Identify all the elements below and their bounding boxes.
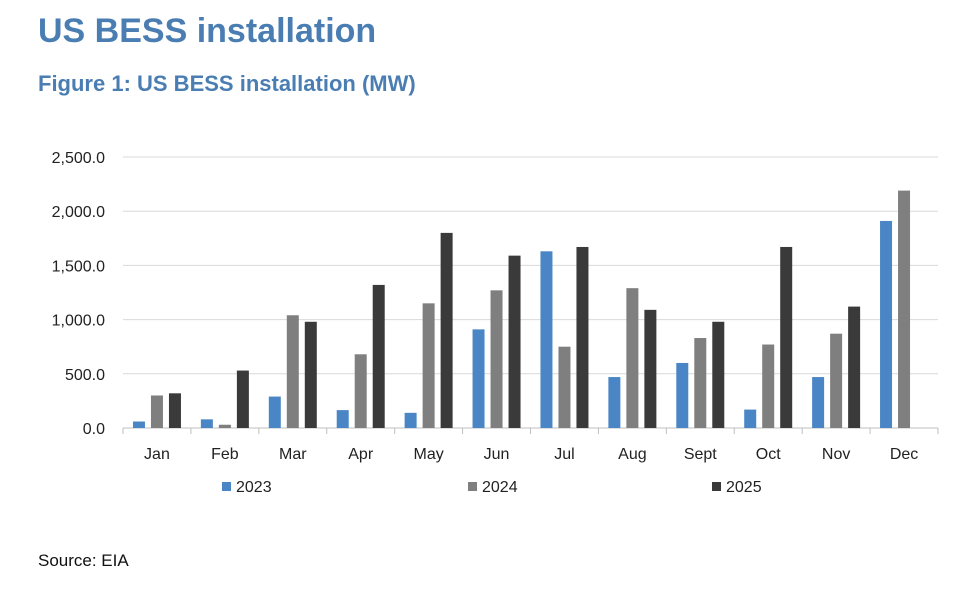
legend-swatch-2025 [712, 482, 721, 491]
bar-2025-apr [372, 284, 385, 428]
bar-2024-feb [218, 424, 231, 428]
y-tick-label: 0.0 [83, 421, 105, 438]
x-tick-label: Dec [890, 446, 918, 463]
bar-2023-jul [540, 251, 553, 428]
bar-2024-mar [286, 315, 299, 428]
x-tick-label: Nov [822, 446, 850, 463]
y-tick-label: 2,000.0 [52, 204, 105, 221]
legend-label: 2023 [236, 479, 272, 496]
x-tick-label: Sept [684, 446, 717, 463]
y-tick-label: 1,000.0 [52, 313, 105, 330]
bar-2023-aug [608, 377, 621, 428]
bar-2023-sept [676, 362, 689, 428]
bar-2025-feb [236, 370, 249, 428]
bar-2024-aug [626, 288, 639, 428]
bar-2023-may [404, 412, 417, 428]
bar-2025-nov [848, 306, 861, 428]
bar-2025-jul [576, 246, 589, 428]
bar-2025-jan [168, 393, 181, 428]
y-tick-label: 1,500.0 [52, 258, 105, 275]
bar-chart: 0.0 500.0 1,000.0 1,500.0 2,000.0 2,500.0 Jan F… [52, 150, 939, 496]
legend-label: 2025 [726, 479, 762, 496]
x-tick-label: Jan [144, 446, 170, 463]
bar-2024-dec [898, 190, 911, 428]
source-note: Source: EIA [38, 551, 129, 570]
bar-2023-jun [472, 329, 485, 428]
bar-2023-jan [132, 421, 145, 428]
x-tick-label: Jul [554, 446, 574, 463]
x-tick-label: Feb [211, 446, 239, 463]
bar-2023-apr [336, 410, 349, 428]
bar-2024-sept [694, 338, 707, 428]
legend-swatch-2023 [222, 482, 231, 491]
bar-2023-dec [880, 220, 893, 428]
bar-2024-jan [150, 395, 163, 428]
bar-2023-oct [744, 409, 757, 428]
x-tick-label: Oct [756, 446, 781, 463]
bar-2024-nov [830, 333, 843, 428]
bar-2023-nov [812, 377, 825, 428]
bar-2024-jun [490, 290, 503, 428]
bar-2024-jul [558, 346, 571, 428]
bar-2025-mar [304, 321, 317, 428]
bar-2025-jun [508, 255, 521, 428]
page-title: US BESS installation [38, 12, 377, 50]
x-tick-label: Aug [618, 446, 646, 463]
bar-2024-oct [762, 344, 775, 428]
bar-2025-sept [712, 321, 725, 428]
bar-2025-oct [780, 246, 793, 428]
y-tick-label: 2,500.0 [52, 150, 105, 167]
bar-2023-mar [268, 396, 281, 428]
bar-2025-may [440, 232, 453, 428]
x-tick-label: Mar [279, 446, 307, 463]
x-tick-label: Jun [484, 446, 510, 463]
bar-2025-aug [644, 309, 657, 428]
bar-2024-apr [354, 354, 367, 428]
legend-swatch-2024 [468, 482, 477, 491]
x-tick-label: May [414, 446, 444, 463]
bar-2023-feb [200, 419, 213, 428]
y-tick-label: 500.0 [65, 367, 105, 384]
x-tick-label: Apr [348, 446, 374, 463]
figure-title: Figure 1: US BESS installation (MW) [38, 71, 416, 96]
legend-label: 2024 [482, 479, 518, 496]
chart-area: 0.0 500.0 1,000.0 1,500.0 2,000.0 2,500.0 Jan F… [0, 130, 961, 510]
bar-2024-may [422, 303, 435, 428]
